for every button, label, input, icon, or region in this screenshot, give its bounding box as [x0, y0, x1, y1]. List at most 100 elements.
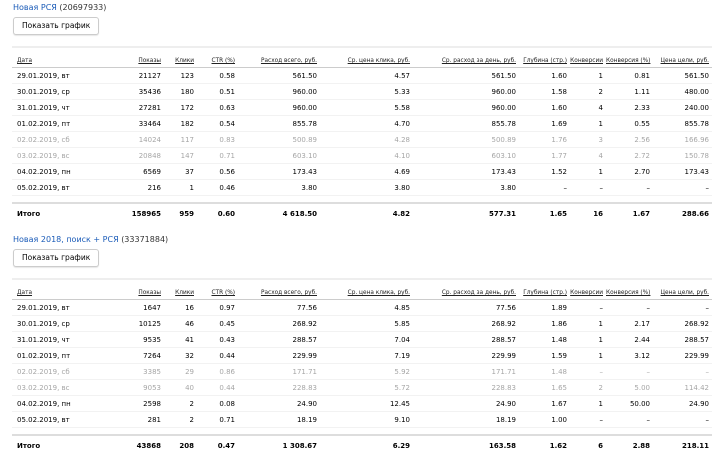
column-header[interactable]: Ср. цена клика, руб. — [320, 278, 413, 300]
cell: 173.43 — [653, 163, 712, 180]
total-cell: 16 — [570, 202, 606, 224]
column-header[interactable]: Ср. расход за день, руб. — [413, 46, 519, 68]
cell: 30.01.2019, ср — [12, 315, 130, 332]
column-header[interactable]: CTR (%) — [197, 46, 238, 68]
header-row: Дата Показы Клики CTR (%) Расход всего, руб.… — [12, 278, 712, 300]
column-header[interactable]: Глубина (стр.) — [519, 278, 570, 300]
cell: 05.02.2019, вт — [12, 411, 130, 428]
cell: 0.83 — [197, 131, 238, 148]
cell: 0.43 — [197, 331, 238, 348]
column-header[interactable]: Клики — [164, 46, 197, 68]
cell: 288.57 — [238, 331, 320, 348]
cell: 855.78 — [653, 115, 712, 132]
cell: 166.96 — [653, 131, 712, 148]
cell: 182 — [164, 115, 197, 132]
cell: 3.80 — [238, 179, 320, 196]
cell: 1.00 — [519, 411, 570, 428]
column-header[interactable]: Цена цели, руб. — [653, 278, 712, 300]
total-cell: 4.82 — [320, 202, 413, 224]
cell: 281 — [130, 411, 164, 428]
column-header[interactable]: Цена цели, руб. — [653, 46, 712, 68]
total-cell: 577.31 — [413, 202, 519, 224]
cell: 960.00 — [413, 83, 519, 100]
cell: 960.00 — [413, 99, 519, 116]
cell: 1.86 — [519, 315, 570, 332]
cell: 1 — [570, 315, 606, 332]
column-header[interactable]: Клики — [164, 278, 197, 300]
cell: 0.58 — [197, 67, 238, 84]
cell: 02.02.2019, сб — [12, 131, 130, 148]
cell: 4.70 — [320, 115, 413, 132]
column-header[interactable]: Ср. расход за день, руб. — [413, 278, 519, 300]
cell: 4 — [570, 99, 606, 116]
total-cell: 1.62 — [519, 434, 570, 456]
cell: 14024 — [130, 131, 164, 148]
column-header[interactable]: Конверсия (%) — [606, 46, 653, 68]
cell: 2.56 — [606, 131, 653, 148]
cell: 0.51 — [197, 83, 238, 100]
cell: 0.81 — [606, 67, 653, 84]
data-row: 30.01.2019, ср 10125 46 0.45 268.92 5.85 268.9… — [12, 315, 712, 332]
cell: 5.92 — [320, 363, 413, 380]
total-cell: 0.47 — [197, 434, 238, 456]
cell: 04.02.2019, пн — [12, 163, 130, 180]
cell: 1.11 — [606, 83, 653, 100]
cell: 216 — [130, 179, 164, 196]
cell: 29.01.2019, вт — [12, 299, 130, 316]
campaign-link[interactable]: Новая 2018, поиск + РСЯ — [13, 235, 119, 244]
show-chart-button[interactable]: Показать график — [13, 249, 100, 267]
cell: 01.02.2019, пт — [12, 115, 130, 132]
stats-table: Дата Показы Клики CTR (%) Расход всего, руб.… — [12, 278, 712, 456]
cell: 1.67 — [519, 395, 570, 412]
data-row: 29.01.2019, вт 21127 123 0.58 561.50 4.57 561.… — [12, 67, 712, 84]
cell: 37 — [164, 163, 197, 180]
cell: 147 — [164, 147, 197, 164]
total-cell: 163.58 — [413, 434, 519, 456]
cell: 1 — [570, 163, 606, 180]
cell: 561.50 — [413, 67, 519, 84]
column-header[interactable]: Конверсии — [570, 278, 606, 300]
cell: 171.71 — [413, 363, 519, 380]
cell: 1 — [570, 67, 606, 84]
column-header[interactable]: Ср. цена клика, руб. — [320, 46, 413, 68]
column-header[interactable]: Расход всего, руб. — [238, 278, 320, 300]
column-header[interactable]: Дата — [12, 278, 130, 300]
cell: 268.92 — [238, 315, 320, 332]
cell: 32 — [164, 347, 197, 364]
cell: 0.56 — [197, 163, 238, 180]
campaign-link[interactable]: Новая РСЯ — [13, 3, 57, 12]
column-header[interactable]: Расход всего, руб. — [238, 46, 320, 68]
column-header[interactable]: CTR (%) — [197, 278, 238, 300]
column-header[interactable]: Конверсия (%) — [606, 278, 653, 300]
cell: 02.02.2019, сб — [12, 363, 130, 380]
cell: 5.58 — [320, 99, 413, 116]
column-header[interactable]: Конверсии — [570, 46, 606, 68]
cell: 2 — [570, 379, 606, 396]
cell: – — [570, 411, 606, 428]
cell: 27281 — [130, 99, 164, 116]
cell: 0.44 — [197, 347, 238, 364]
cell: 2.70 — [606, 163, 653, 180]
cell: 1.48 — [519, 363, 570, 380]
cell: 5.00 — [606, 379, 653, 396]
column-header[interactable]: Показы — [130, 46, 164, 68]
cell: 500.89 — [413, 131, 519, 148]
cell: 31.01.2019, чт — [12, 331, 130, 348]
cell: – — [570, 299, 606, 316]
show-chart-button[interactable]: Показать график — [13, 17, 100, 35]
column-header[interactable]: Дата — [12, 46, 130, 68]
total-cell: 6.29 — [320, 434, 413, 456]
cell: 30.01.2019, ср — [12, 83, 130, 100]
cell: 288.57 — [653, 331, 712, 348]
cell: 4.85 — [320, 299, 413, 316]
cell: 0.45 — [197, 315, 238, 332]
cell: 2.33 — [606, 99, 653, 116]
data-row: 01.02.2019, пт 7264 32 0.44 229.99 7.19 229.99… — [12, 347, 712, 364]
cell: 16 — [164, 299, 197, 316]
cell: 46 — [164, 315, 197, 332]
column-header[interactable]: Глубина (стр.) — [519, 46, 570, 68]
cell: 3 — [570, 131, 606, 148]
column-header[interactable]: Показы — [130, 278, 164, 300]
cell: 4.10 — [320, 147, 413, 164]
